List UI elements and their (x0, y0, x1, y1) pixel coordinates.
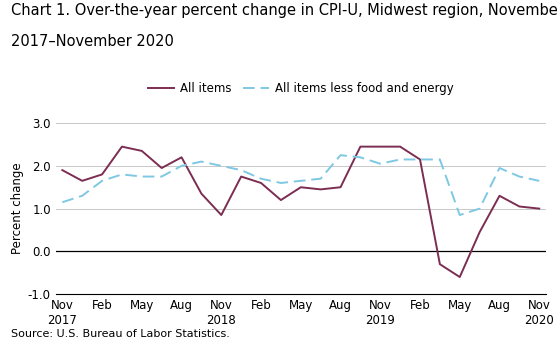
Text: Source: U.S. Bureau of Labor Statistics.: Source: U.S. Bureau of Labor Statistics. (11, 329, 230, 339)
All items (417, 157, 423, 161)
All items (317, 187, 324, 192)
All items less food and energy (437, 157, 443, 161)
All items (516, 205, 522, 209)
All items less food and energy (79, 194, 86, 198)
All items (437, 262, 443, 266)
All items less food and energy (99, 179, 105, 183)
All items (218, 213, 224, 217)
All items (377, 145, 384, 149)
All items (79, 179, 86, 183)
Line: All items: All items (62, 147, 539, 277)
All items less food and energy (119, 172, 125, 176)
All items (536, 207, 543, 211)
All items (238, 174, 245, 179)
All items (158, 166, 165, 170)
All items less food and energy (496, 166, 503, 170)
All items less food and energy (238, 168, 245, 172)
All items less food and energy (397, 157, 403, 161)
Line: All items less food and energy: All items less food and energy (62, 155, 539, 215)
All items (59, 168, 66, 172)
All items (476, 230, 483, 234)
Text: 2017–November 2020: 2017–November 2020 (11, 34, 174, 49)
All items less food and energy (297, 179, 304, 183)
All items (456, 275, 463, 279)
All items (297, 185, 304, 189)
Legend: All items, All items less food and energy: All items, All items less food and energ… (143, 78, 458, 100)
Y-axis label: Percent change: Percent change (11, 163, 23, 254)
All items (99, 172, 105, 176)
Text: Chart 1. Over-the-year percent change in CPI-U, Midwest region, November: Chart 1. Over-the-year percent change in… (11, 3, 557, 18)
All items (337, 185, 344, 189)
All items (397, 145, 403, 149)
All items (258, 181, 265, 185)
All items less food and energy (317, 176, 324, 181)
All items less food and energy (476, 207, 483, 211)
All items (119, 145, 125, 149)
All items (198, 192, 205, 196)
All items (178, 155, 185, 159)
All items (139, 149, 145, 153)
All items less food and energy (59, 200, 66, 204)
All items (357, 145, 364, 149)
All items less food and energy (377, 162, 384, 166)
All items less food and energy (218, 164, 224, 168)
All items less food and energy (198, 159, 205, 164)
All items less food and energy (158, 174, 165, 179)
All items less food and energy (258, 176, 265, 181)
All items less food and energy (277, 181, 284, 185)
All items less food and energy (536, 179, 543, 183)
All items less food and energy (178, 164, 185, 168)
All items less food and energy (417, 157, 423, 161)
All items (277, 198, 284, 202)
All items less food and energy (516, 174, 522, 179)
All items less food and energy (456, 213, 463, 217)
All items less food and energy (139, 174, 145, 179)
All items less food and energy (337, 153, 344, 157)
All items (496, 194, 503, 198)
All items less food and energy (357, 155, 364, 159)
